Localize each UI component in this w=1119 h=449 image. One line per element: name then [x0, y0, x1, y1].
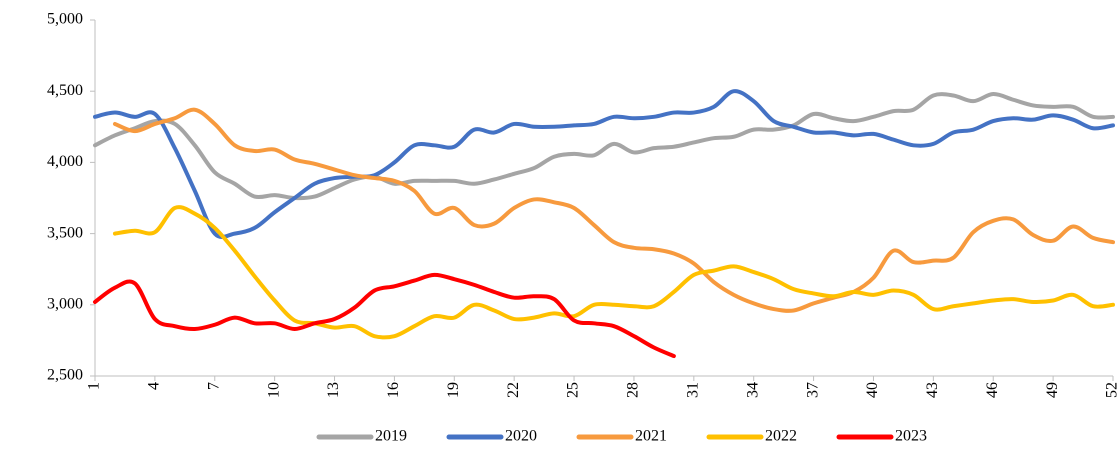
legend-label: 2020: [505, 428, 537, 445]
y-tick-label: 2,500: [47, 367, 83, 384]
line-series: [93, 92, 1115, 201]
x-tick-label: 7: [205, 382, 222, 390]
legend-label: 2021: [635, 428, 667, 445]
y-tick-label: 4,500: [47, 82, 83, 99]
legend-label: 2022: [765, 428, 797, 445]
line-series: [93, 272, 676, 359]
x-tick-label: 46: [984, 382, 1001, 398]
y-tick-label: 5,000: [47, 11, 83, 28]
line-series: [112, 205, 1115, 340]
x-tick-label: 49: [1044, 382, 1061, 398]
x-tick-label: 16: [385, 382, 402, 398]
x-tick-label: 37: [804, 382, 821, 398]
y-tick-label: 3,000: [47, 295, 83, 312]
line-series: [93, 89, 1115, 239]
y-tick-label: 4,000: [47, 153, 83, 170]
x-tick-label: 31: [684, 382, 701, 398]
x-tick-label: 4: [146, 382, 163, 390]
x-tick-label: 52: [1104, 382, 1119, 398]
x-tick-label: 40: [864, 382, 881, 398]
x-tick-label: 28: [625, 382, 642, 398]
x-tick-label: 19: [445, 382, 462, 398]
x-tick-label: 1: [86, 382, 103, 390]
legend-label: 2019: [375, 428, 407, 445]
x-tick-label: 10: [265, 382, 282, 398]
x-tick-label: 34: [744, 382, 761, 398]
y-tick-label: 3,500: [47, 224, 83, 241]
x-tick-label: 43: [924, 382, 941, 398]
legend-label: 2023: [895, 428, 927, 445]
line-series: [112, 107, 1115, 313]
x-tick-label: 22: [505, 382, 522, 398]
x-tick-label: 25: [565, 382, 582, 398]
x-tick-label: 13: [325, 382, 342, 398]
